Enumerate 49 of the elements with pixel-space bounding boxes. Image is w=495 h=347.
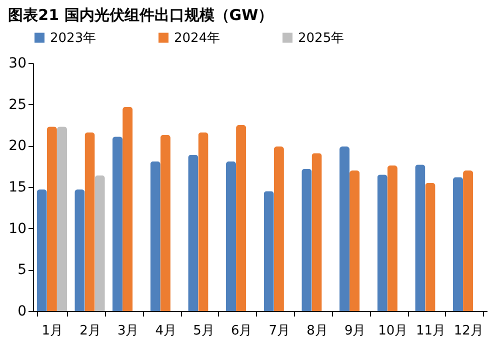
y-tick-label: 15 [8, 180, 26, 196]
bar [36, 189, 47, 311]
bar [112, 136, 123, 311]
x-tick-label: 8月 [306, 324, 328, 338]
x-tick-label: 1月 [42, 324, 64, 338]
bar [415, 164, 426, 311]
bar [377, 174, 388, 311]
x-tick-label: 11月 [416, 324, 446, 338]
bar [160, 134, 170, 311]
legend-label: 2024年 [174, 30, 220, 46]
legend-label: 2023年 [50, 30, 96, 46]
bar [226, 161, 236, 311]
bar [302, 168, 312, 311]
legend-label: 2025年 [298, 30, 344, 46]
x-tick-label: 2月 [80, 324, 101, 338]
x-tick-label: 3月 [117, 324, 139, 338]
bar [150, 161, 160, 311]
x-tick-label: 10月 [378, 324, 408, 338]
x-tick-label: 9月 [344, 324, 366, 338]
bar [312, 153, 322, 311]
bar [236, 125, 246, 311]
x-tick-label: 4月 [155, 324, 177, 338]
y-tick-label: 0 [18, 304, 26, 320]
bar [84, 132, 95, 311]
bar [452, 177, 464, 311]
x-tick-label: 7月 [268, 324, 290, 338]
chart-title: 图表21 国内光伏组件出口规模（GW） [8, 6, 274, 24]
bar [463, 170, 474, 311]
bar [387, 166, 398, 311]
bar [122, 106, 133, 311]
bar [188, 154, 198, 311]
bar [198, 132, 208, 311]
bar [264, 191, 274, 311]
y-tick-label: 10 [8, 220, 26, 237]
bar [94, 175, 105, 311]
bar [425, 182, 436, 311]
bar [74, 189, 85, 311]
x-tick-label: 12月 [454, 324, 484, 338]
y-tick-label: 5 [18, 262, 26, 278]
y-tick-label: 30 [8, 56, 26, 72]
bar [46, 126, 57, 311]
y-tick-label: 20 [8, 138, 26, 154]
x-tick-label: 6月 [230, 324, 252, 338]
x-tick-label: 5月 [193, 324, 214, 338]
bar [56, 126, 68, 311]
y-tick-label: 25 [8, 96, 26, 113]
bar [350, 170, 360, 311]
bar [339, 146, 350, 311]
bar [274, 146, 284, 311]
